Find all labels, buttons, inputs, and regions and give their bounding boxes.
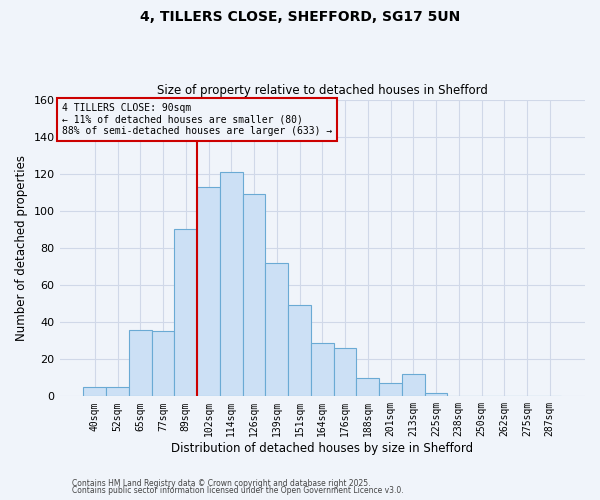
Bar (311, 342, 334, 396)
Y-axis label: Number of detached properties: Number of detached properties (15, 155, 28, 341)
Text: Contains public sector information licensed under the Open Government Licence v3: Contains public sector information licen… (72, 486, 404, 495)
Bar (379, 384, 402, 396)
Bar (356, 378, 379, 396)
Bar (83, 387, 106, 396)
Title: Size of property relative to detached houses in Shefford: Size of property relative to detached ho… (157, 84, 488, 97)
Text: 4, TILLERS CLOSE, SHEFFORD, SG17 5UN: 4, TILLERS CLOSE, SHEFFORD, SG17 5UN (140, 10, 460, 24)
Bar (242, 194, 265, 396)
Bar (265, 263, 288, 396)
Bar (425, 392, 448, 396)
Bar (288, 306, 311, 396)
Text: Contains HM Land Registry data © Crown copyright and database right 2025.: Contains HM Land Registry data © Crown c… (72, 478, 371, 488)
Bar (152, 332, 175, 396)
Text: 4 TILLERS CLOSE: 90sqm
← 11% of detached houses are smaller (80)
88% of semi-det: 4 TILLERS CLOSE: 90sqm ← 11% of detached… (62, 102, 332, 136)
Bar (106, 387, 129, 396)
Bar (402, 374, 425, 396)
Bar (220, 172, 242, 396)
Bar (334, 348, 356, 397)
Bar (129, 330, 152, 396)
Bar (197, 186, 220, 396)
Bar (175, 230, 197, 396)
X-axis label: Distribution of detached houses by size in Shefford: Distribution of detached houses by size … (171, 442, 473, 455)
